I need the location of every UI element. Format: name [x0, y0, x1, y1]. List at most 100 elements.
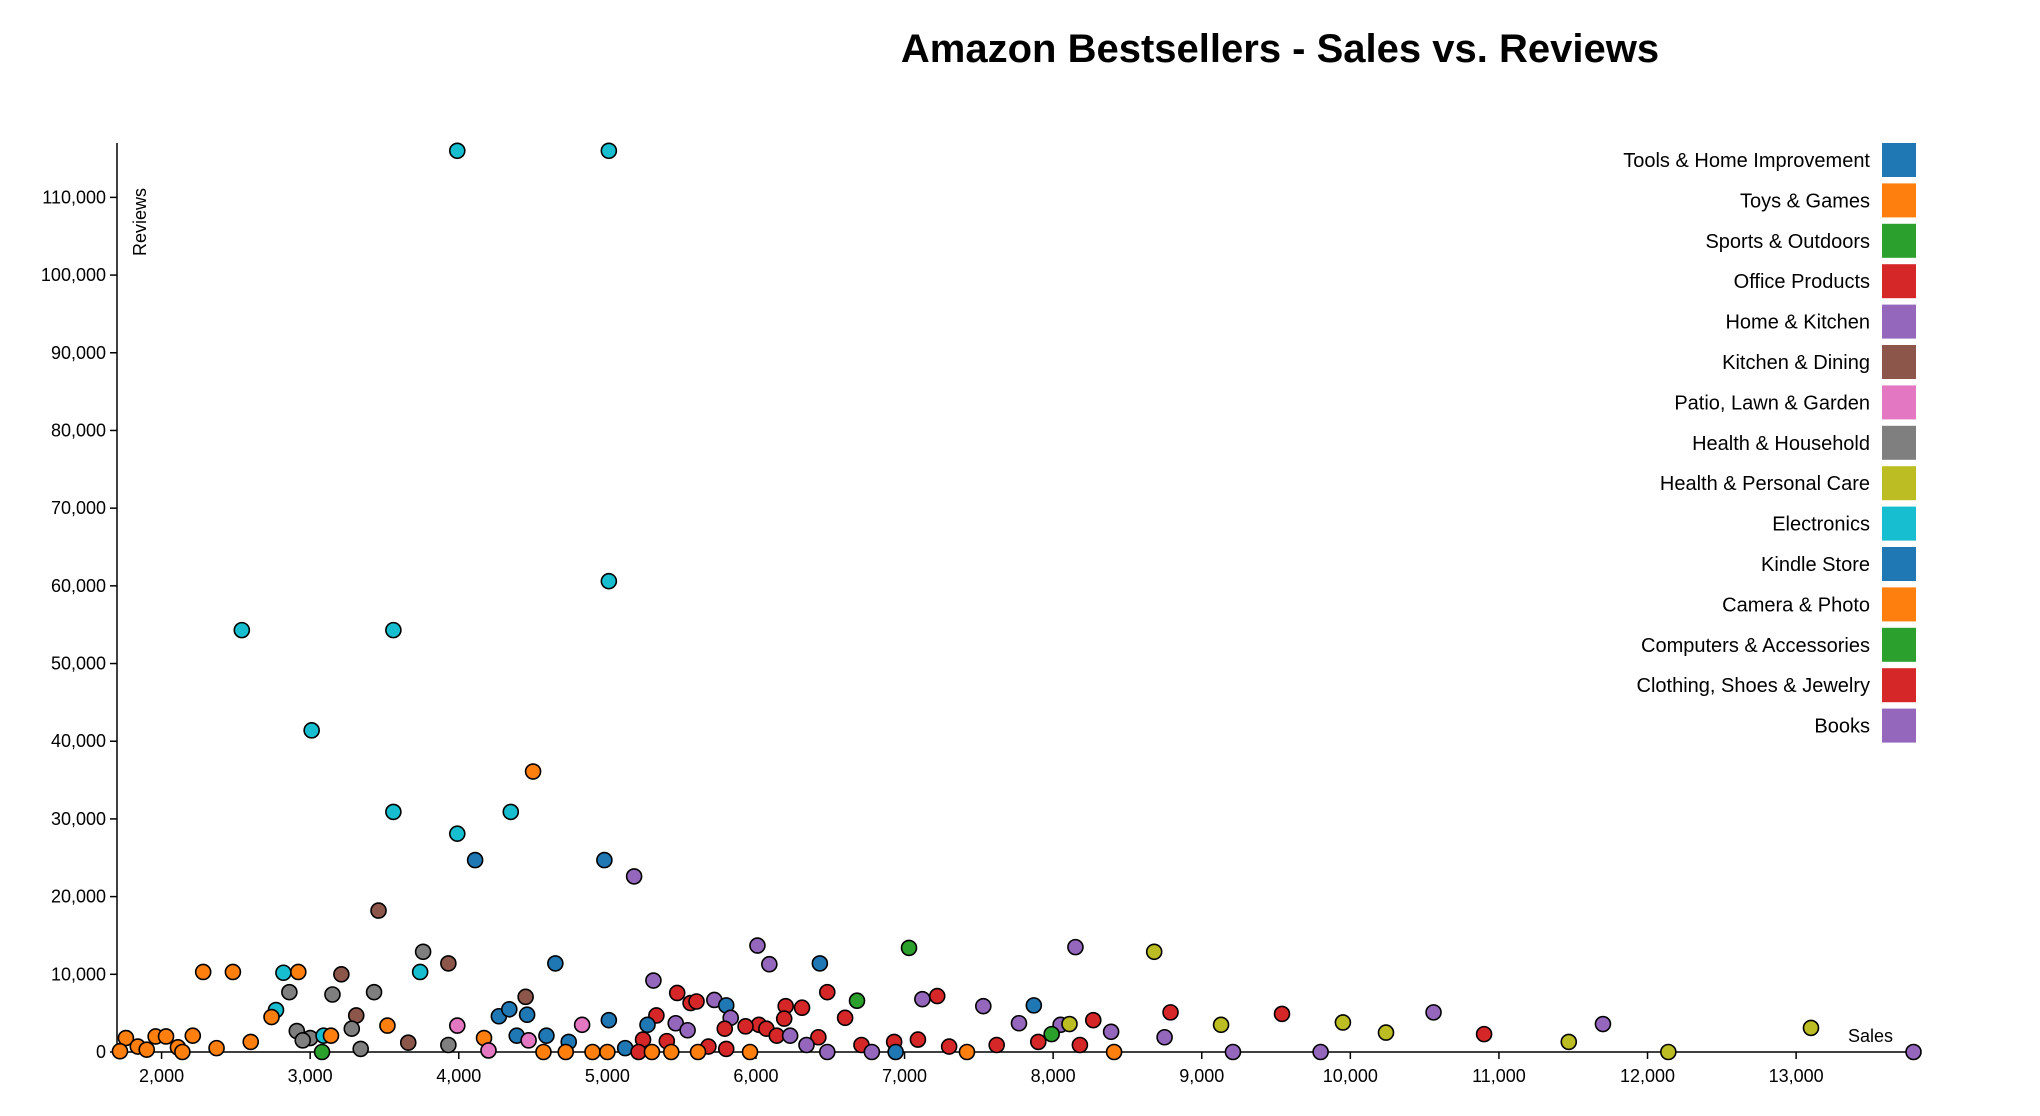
scatter-point: [518, 1006, 536, 1024]
scatter-point: [557, 1043, 575, 1061]
scatter-point: [1067, 938, 1084, 956]
scatter-point: [781, 1027, 799, 1044]
scatter-point: [303, 722, 320, 739]
scatter-point: [411, 963, 429, 981]
scatter-point: [811, 955, 829, 972]
legend-swatch: [1882, 668, 1916, 703]
scatter-point: [502, 803, 520, 821]
legend-label: Computers & Accessories: [1641, 635, 1870, 657]
scatter-point: [448, 825, 466, 842]
scatter-point: [625, 868, 643, 885]
scatter-point: [914, 990, 931, 1008]
scatter-point: [263, 1008, 280, 1026]
scatter-point: [157, 1028, 175, 1045]
scatter-point: [688, 993, 705, 1010]
scatter-point: [1905, 1043, 1922, 1061]
scatter-point: [524, 763, 542, 780]
y-tick-label: 50,000: [51, 654, 106, 674]
scatter-point: [717, 1040, 735, 1058]
scatter-point: [184, 1027, 202, 1044]
y-axis-label: Reviews: [130, 188, 150, 256]
scatter-point: [596, 851, 613, 869]
scatter-point: [242, 1033, 260, 1051]
scatter-point: [1475, 1025, 1493, 1043]
scatter-point: [818, 983, 836, 1001]
scatter-point: [138, 1041, 156, 1058]
legend-label: Camera & Photo: [1722, 594, 1870, 616]
y-tick-label: 10,000: [51, 964, 106, 984]
scatter-point: [900, 939, 918, 957]
scatter-point: [399, 1034, 417, 1051]
scatter-point: [775, 1010, 793, 1027]
y-tick-label: 40,000: [51, 731, 106, 751]
scatter-point: [333, 966, 350, 983]
scatter-point: [1802, 1019, 1820, 1037]
legend-label: Electronics: [1772, 514, 1870, 536]
scatter-point: [379, 1017, 396, 1034]
scatter-point: [370, 902, 387, 919]
scatter-point: [208, 1039, 225, 1057]
x-tick-label: 6,000: [733, 1066, 778, 1086]
legend-swatch: [1882, 385, 1916, 420]
scatter-point: [810, 1028, 827, 1046]
y-tick-label: 60,000: [51, 576, 106, 596]
legend-swatch: [1882, 143, 1916, 177]
scatter-point: [1334, 1014, 1352, 1031]
scatter-point: [1025, 997, 1043, 1014]
scatter-point: [440, 1036, 457, 1054]
scatter-point: [1162, 1004, 1179, 1021]
scatter-point: [174, 1043, 191, 1061]
scatter-point: [737, 1018, 754, 1035]
scatter-point: [749, 937, 766, 954]
scatter-point: [928, 987, 946, 1005]
scatter-point: [573, 1016, 591, 1034]
x-tick-label: 5,000: [585, 1066, 630, 1086]
scatter-point: [1084, 1011, 1102, 1029]
scatter-point: [793, 999, 811, 1017]
scatter-point: [1010, 1014, 1028, 1032]
x-tick-label: 11,000: [1472, 1066, 1526, 1086]
legend-swatch: [1882, 506, 1916, 541]
scatter-point: [988, 1036, 1005, 1054]
scatter-point: [975, 997, 992, 1015]
scatter-point: [639, 1016, 656, 1034]
scatter-point: [761, 955, 778, 973]
x-tick-label: 13,000: [1769, 1066, 1824, 1086]
scatter-point: [385, 803, 402, 821]
scatter-point: [538, 1027, 555, 1044]
legend-label: Kindle Store: [1761, 554, 1870, 576]
scatter-point: [275, 964, 292, 982]
scatter-point: [281, 983, 298, 1001]
x-tick-label: 9,000: [1179, 1066, 1224, 1086]
scatter-point: [798, 1036, 815, 1054]
legend-swatch: [1882, 587, 1916, 622]
scatter-point: [863, 1043, 881, 1061]
y-tick-label: 110,000: [42, 187, 106, 207]
scatter-point: [741, 1043, 759, 1061]
scatter-point: [818, 1043, 836, 1061]
scatter-point: [909, 1031, 927, 1048]
legend-swatch: [1882, 466, 1916, 501]
legend-label: Kitchen & Dining: [1722, 352, 1870, 374]
x-tick-label: 2,000: [139, 1066, 184, 1086]
x-tick-label: 12,000: [1620, 1066, 1675, 1086]
legend-swatch: [1882, 627, 1916, 662]
scatter-point: [836, 1009, 854, 1027]
scatter-point: [448, 1017, 466, 1034]
legend: Tools & Home Improvement Toys & Games Spor…: [1623, 143, 1916, 743]
scatter-point: [480, 1042, 497, 1059]
scatter-point: [1102, 1023, 1120, 1041]
legend-swatch: [1882, 708, 1916, 743]
legend-label: Books: [1814, 716, 1870, 738]
legend-swatch: [1882, 183, 1916, 218]
scatter-point: [645, 972, 662, 989]
legend-label: Health & Household: [1692, 433, 1870, 455]
scatter-point: [322, 1027, 340, 1044]
scatter-point: [848, 992, 866, 1010]
y-axis: 0 10,000 20,000 30,000 40,000 50,000 60,000 70,…: [41, 143, 118, 1062]
legend-label: Sports & Outdoors: [1705, 231, 1870, 253]
scatter-point: [289, 963, 307, 981]
legend-label: Home & Kitchen: [1725, 312, 1870, 334]
legend-label: Toys & Games: [1740, 190, 1870, 212]
